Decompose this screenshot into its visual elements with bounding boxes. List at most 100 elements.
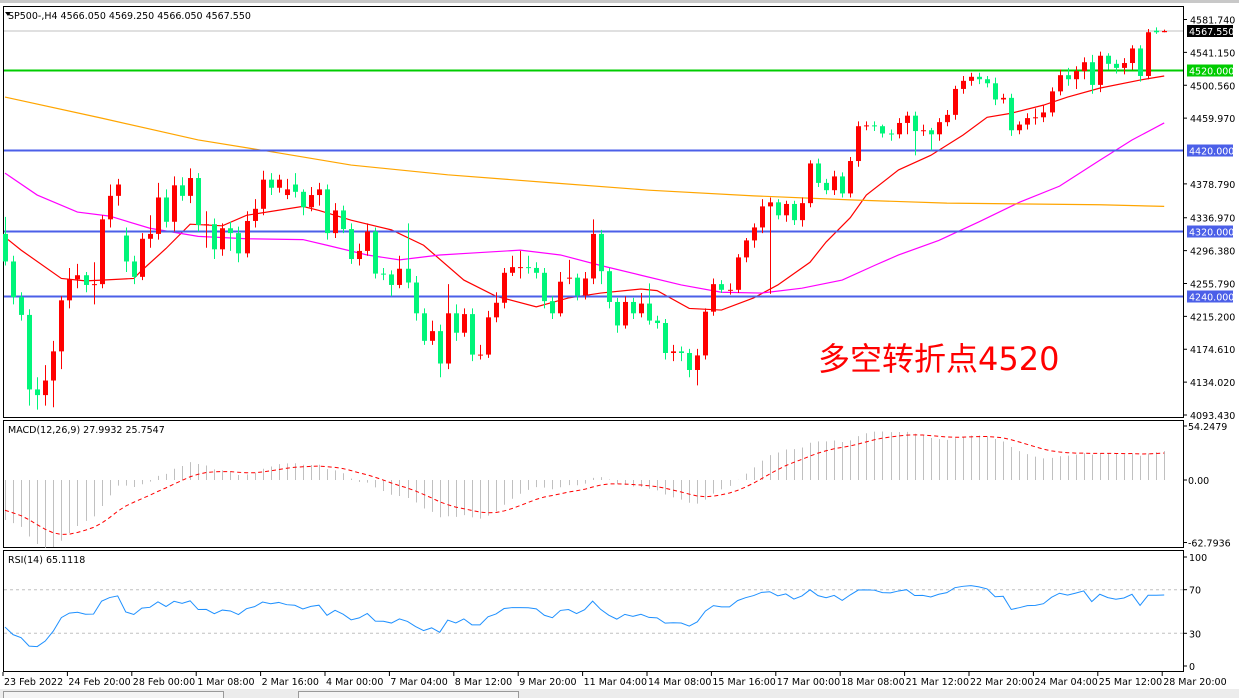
candle xyxy=(406,223,411,289)
candle xyxy=(719,280,724,294)
candle-body xyxy=(905,115,910,123)
candle-body xyxy=(800,203,805,221)
candle-body xyxy=(518,267,523,269)
candle xyxy=(526,255,531,274)
candle xyxy=(510,255,515,277)
candle-body xyxy=(454,313,459,333)
candle-body xyxy=(293,184,298,192)
candle xyxy=(897,118,902,139)
candle xyxy=(1074,66,1079,89)
candle xyxy=(856,121,861,167)
time-axis-label: 28 Mar 20:00 xyxy=(1163,677,1226,688)
rsi-label: RSI(14) 65.1118 xyxy=(8,555,85,566)
candle-body xyxy=(357,250,362,260)
macd-axis-label: 54.2479 xyxy=(1188,422,1227,433)
time-axis-label: 25 Mar 12:00 xyxy=(1099,677,1162,688)
candle xyxy=(212,218,217,260)
candle-body xyxy=(937,122,942,135)
candle xyxy=(285,178,290,200)
current-price-tag-text: 4567.550 xyxy=(1189,27,1234,38)
candle-body xyxy=(728,289,733,291)
candle-body xyxy=(1017,124,1022,131)
rsi-panel[interactable] xyxy=(3,550,1184,672)
candle-body xyxy=(156,197,161,234)
candle xyxy=(832,170,837,196)
candle xyxy=(108,184,113,228)
chart-tab-1[interactable] xyxy=(3,691,224,698)
candle-body xyxy=(261,179,266,209)
price-axis-label: 4500.560 xyxy=(1190,81,1235,92)
symbol-header: SP500-,H4 4566.050 4569.250 4566.050 456… xyxy=(8,11,251,22)
candle xyxy=(301,189,306,216)
candle-body xyxy=(1146,32,1151,76)
candle-body xyxy=(768,202,773,207)
candle xyxy=(768,197,773,294)
candle-body xyxy=(607,271,612,302)
candle xyxy=(180,177,185,201)
candle xyxy=(808,160,813,208)
candle-body xyxy=(140,238,145,277)
macd-panel[interactable] xyxy=(3,420,1184,548)
candle xyxy=(414,276,419,321)
candle xyxy=(11,255,16,305)
time-axis-label: 24 Feb 20:00 xyxy=(68,677,130,688)
dropdown-triangle-icon[interactable] xyxy=(5,12,11,16)
candle-body xyxy=(953,88,958,115)
candle-body xyxy=(776,202,781,216)
candle xyxy=(784,200,789,222)
candle-body xyxy=(3,233,8,262)
time-axis-label: 1 Mar 08:00 xyxy=(197,677,254,688)
candle-body xyxy=(1050,91,1055,113)
candle-body xyxy=(204,224,209,226)
candle-body xyxy=(381,273,386,275)
candle-body xyxy=(647,303,652,321)
price-axis-label: 4581.740 xyxy=(1190,16,1235,27)
candle xyxy=(663,318,668,360)
candle xyxy=(204,211,209,248)
candle xyxy=(365,223,370,256)
candle xyxy=(792,200,797,226)
candle xyxy=(695,348,700,386)
candle xyxy=(220,223,225,256)
candle xyxy=(607,267,612,309)
candle xyxy=(317,182,322,206)
candle xyxy=(116,178,121,206)
candle-body xyxy=(1106,55,1111,64)
candle-body xyxy=(341,210,346,230)
candle xyxy=(381,267,386,281)
candle-body xyxy=(558,281,563,314)
candle xyxy=(502,267,507,309)
candle xyxy=(1162,29,1167,33)
candle-body xyxy=(470,314,475,355)
candle-body xyxy=(1138,48,1143,76)
candle-body xyxy=(414,282,419,314)
time-axis-label: 17 Mar 00:00 xyxy=(777,677,840,688)
candle xyxy=(397,255,402,289)
candle-body xyxy=(301,191,306,208)
candle-body xyxy=(1058,75,1063,92)
candle-body xyxy=(977,76,982,80)
candle xyxy=(961,75,966,94)
candle-body xyxy=(108,195,113,220)
candle-body xyxy=(591,233,596,279)
candle-body xyxy=(832,176,837,191)
candle-body xyxy=(1009,97,1014,131)
time-axis-label: 9 Mar 20:00 xyxy=(519,677,576,688)
candle xyxy=(462,308,467,337)
candle xyxy=(1138,45,1143,82)
time-axis-label: 23 Feb 2022 xyxy=(4,677,63,688)
candle xyxy=(655,315,660,329)
candle-body xyxy=(75,275,80,280)
candle xyxy=(872,121,877,132)
candle xyxy=(953,85,958,120)
candle xyxy=(100,215,105,289)
candle-body xyxy=(84,275,89,285)
annotation-text: 多空转折点4520 xyxy=(818,340,1059,378)
candle-body xyxy=(11,261,16,298)
candle xyxy=(744,237,749,263)
chart-tab-2[interactable] xyxy=(298,691,519,698)
candle-body xyxy=(253,208,258,221)
candle-body xyxy=(19,297,24,315)
candle xyxy=(752,223,757,248)
